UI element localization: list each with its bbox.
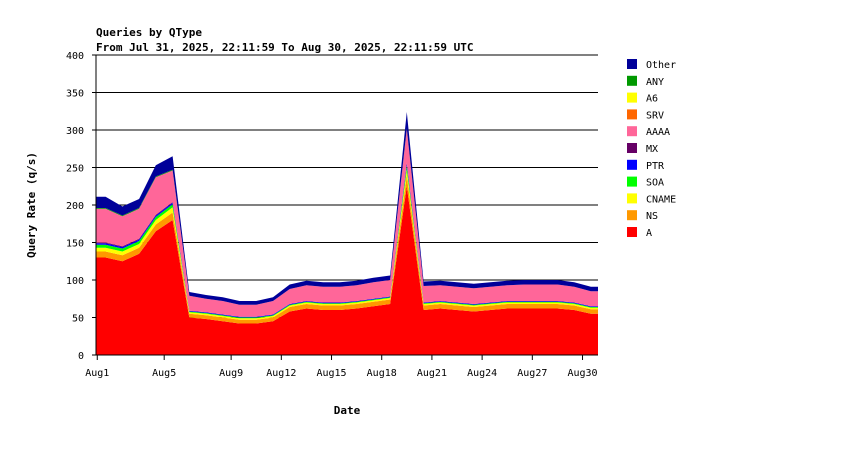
area-series-a <box>96 186 598 355</box>
legend-swatch-ptr <box>627 159 637 170</box>
y-tick-label-300: 300 <box>66 126 84 137</box>
legend-label-ptr: PTR <box>646 161 665 172</box>
y-axis-label: Query Rate (q/s) <box>25 152 38 258</box>
legend-label-ns: NS <box>646 211 658 222</box>
y-tick-label-150: 150 <box>66 239 84 250</box>
y-tick-label-100: 100 <box>66 276 84 287</box>
x-tick-label-aug27: Aug27 <box>517 368 547 379</box>
legend-label-any: ANY <box>646 77 664 88</box>
x-tick-label-aug24: Aug24 <box>467 368 497 379</box>
x-tick-label-aug1: Aug1 <box>85 368 109 379</box>
legend-label-other: Other <box>646 60 676 71</box>
legend-label-mx: MX <box>646 144 658 155</box>
legend-swatch-a <box>627 227 637 237</box>
x-tick-label-aug15: Aug15 <box>316 368 346 379</box>
legend-label-a6: A6 <box>646 94 658 105</box>
chart-subtitle: From Jul 31, 2025, 22:11:59 To Aug 30, 2… <box>96 41 474 54</box>
legend-swatch-srv <box>627 109 637 120</box>
legend-swatch-ns <box>627 210 637 221</box>
legend-swatch-cname <box>627 193 637 204</box>
x-tick-label-aug18: Aug18 <box>367 368 397 379</box>
x-tick-label-aug5: Aug5 <box>152 368 176 379</box>
legend-swatch-aaaa <box>627 126 637 137</box>
y-tick-label-0: 0 <box>78 351 84 362</box>
x-tick-label-aug12: Aug12 <box>266 368 296 379</box>
legend-swatch-a6 <box>627 92 637 103</box>
y-ticks: 0 50 100 150 200 250 300 350 400 <box>66 51 96 362</box>
legend-swatch-soa <box>627 176 637 187</box>
legend-label-cname: CNAME <box>646 194 676 205</box>
x-ticks: Aug1 Aug5 Aug9 Aug12 Aug15 Aug18 Aug21 Aug24 Aug… <box>85 355 598 379</box>
legend-label-soa: SOA <box>646 178 664 189</box>
legend-swatch-other <box>627 59 637 69</box>
x-axis-label: Date <box>334 404 361 417</box>
legend-label-a: A <box>646 228 652 239</box>
y-tick-label-250: 250 <box>66 164 84 175</box>
legend: Other ANY A6 SRV AAAA MX PTR SOA CNAME NS A <box>627 59 676 239</box>
legend-swatch-any <box>627 75 637 86</box>
y-tick-label-200: 200 <box>66 201 84 212</box>
chart-title: Queries by QType <box>96 26 202 39</box>
y-tick-label-400: 400 <box>66 51 84 62</box>
x-tick-label-aug21: Aug21 <box>417 368 447 379</box>
legend-label-aaaa: AAAA <box>646 127 670 138</box>
y-tick-label-350: 350 <box>66 89 84 100</box>
x-tick-label-aug30: Aug30 <box>567 368 597 379</box>
stacked-areas <box>96 112 598 355</box>
area-series-aaaa <box>96 129 598 317</box>
legend-swatch-mx <box>627 143 637 153</box>
legend-label-srv: SRV <box>646 110 664 121</box>
x-tick-label-aug9: Aug9 <box>219 368 243 379</box>
y-tick-label-50: 50 <box>72 314 84 325</box>
